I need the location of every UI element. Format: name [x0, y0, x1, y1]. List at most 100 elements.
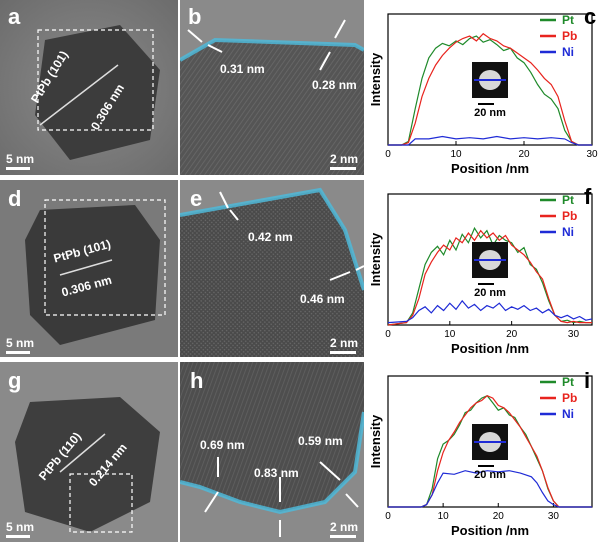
line-chart-f: 0 10 20 30 Position /nm Intensity Pt Pb Ni 20 nm [368, 193, 593, 356]
series-line-pb [388, 394, 592, 508]
x-tick-label: 10 [438, 511, 450, 522]
tem-panel-b: b 0.31 nm 0.28 nm 2 nm [180, 0, 364, 175]
nanoparticle [35, 25, 160, 160]
series-line-pt [388, 35, 592, 146]
legend-label-pt: Pt [562, 193, 574, 207]
legend-label-pb: Pb [562, 391, 577, 405]
scale-bar-line [330, 167, 356, 170]
x-tick-label: 0 [385, 149, 391, 160]
scale-bar-label: 5 nm [6, 152, 35, 166]
arrow-6 [345, 493, 359, 508]
panel-label-b: b [188, 4, 202, 29]
arrow-1 [187, 29, 203, 43]
plot-frame [387, 193, 593, 326]
tem-image-b [180, 0, 364, 175]
x-tick-label: 0 [385, 329, 391, 340]
legend-label-pb: Pb [562, 29, 577, 43]
measurement-3: 0.83 nm [254, 466, 299, 480]
legend-label-ni: Ni [562, 45, 574, 59]
y-axis-label: Intensity [368, 52, 383, 106]
tem-panel-g: g PtPb (110) 0.214 nm 5 nm [0, 362, 178, 542]
zoom-region-box [37, 29, 154, 131]
series-line-ni [388, 135, 592, 146]
arrow-4 [355, 265, 364, 271]
measurement-2: 0.28 nm [312, 78, 357, 92]
tem-panel-a: a PtPb (101) 0.306 nm 5 nm [0, 0, 178, 175]
x-axis-label: Position /nm [451, 161, 529, 176]
measurement-1: 0.31 nm [220, 62, 265, 76]
measurement-1: 0.42 nm [248, 230, 293, 244]
tem-panel-h: h 0.69 nm 0.59 nm 0.83 nm 2 nm [180, 362, 364, 542]
panel-label-e: e [190, 186, 203, 211]
legend-label-ni: Ni [562, 407, 574, 421]
x-tick-label: 30 [548, 511, 560, 522]
x-tick-label: 30 [586, 149, 598, 160]
scale-bar: 5 nm [6, 152, 34, 170]
scale-bar-line [330, 351, 356, 354]
panel-label-g: g [8, 368, 22, 393]
scale-bar: 2 nm [330, 152, 358, 170]
panel-label-a: a [8, 4, 21, 29]
y-axis-label: Intensity [368, 414, 383, 468]
scale-bar-label: 2 nm [330, 152, 359, 166]
line-chart-c: 0 10 20 30 Position /nm Intensity Pt Pb Ni 20 nm [368, 13, 598, 176]
series-line-pb [387, 229, 592, 326]
measurement-2: 0.59 nm [298, 434, 343, 448]
shell-outline [180, 411, 364, 515]
lattice-region [180, 40, 364, 175]
chart-panel-f: f 0 10 20 30 Position /nm Intensity Pt Pb Ni 20 n… [366, 180, 600, 360]
scale-bar: 2 nm [330, 520, 358, 538]
x-tick-label: 0 [385, 511, 391, 522]
scale-bar-line [330, 535, 356, 538]
x-tick-label: 20 [506, 329, 518, 340]
tem-panel-e: e 0.42 nm 0.46 nm 2 nm [180, 180, 364, 357]
scale-bar-line [6, 351, 30, 354]
scale-bar-line [6, 167, 30, 170]
zoom-region-box [69, 473, 133, 533]
series-line-pb [388, 32, 592, 146]
tem-image-a [0, 0, 178, 175]
arrow-5 [319, 461, 341, 481]
chart-panel-c: c 0 10 20 30 Position /nm Intensity Pt Pb Ni 20 n… [366, 0, 600, 180]
scale-bar-label: 2 nm [330, 336, 359, 350]
x-tick-label: 20 [518, 149, 530, 160]
panel-label-h: h [190, 368, 204, 393]
measurement-2: 0.46 nm [300, 292, 345, 306]
panel-label-d: d [8, 186, 22, 211]
plot-frame [387, 375, 593, 508]
tem-image-d [0, 180, 178, 357]
line-chart-i: 0 10 20 30 Position /nm Intensity Pt Pb Ni 20 nm [368, 375, 593, 538]
lattice-line [59, 433, 106, 473]
x-axis-label: Position /nm [451, 523, 529, 538]
scale-bar-line [6, 535, 30, 538]
arrow-2 [229, 209, 239, 221]
lattice-line [59, 259, 113, 276]
arrow-1 [219, 191, 229, 209]
x-tick-label: 10 [444, 329, 456, 340]
legend-label-pb: Pb [562, 209, 577, 223]
panel-label-c: c [584, 4, 597, 29]
y-axis-label: Intensity [368, 232, 383, 286]
lattice-region [180, 190, 364, 357]
legend-label-pt: Pt [562, 375, 574, 389]
inset-scale-label: 20 nm [474, 469, 506, 481]
scale-bar-label: 5 nm [6, 336, 35, 350]
x-axis-label: Position /nm [451, 341, 529, 356]
tem-image-h [180, 362, 364, 542]
shell-outline [180, 37, 364, 62]
lattice-region [180, 362, 364, 512]
panel-label-f: f [584, 184, 592, 209]
x-tick-label: 20 [493, 511, 505, 522]
arrow-3 [329, 271, 351, 281]
chart-panel-i: i 0 10 20 30 Position /nm Intensity Pt Pb Ni 20 n… [366, 362, 600, 542]
arrow-4 [319, 51, 331, 71]
arrow-2 [207, 44, 223, 53]
tem-panel-d: d PtPb (101) 0.306 nm 5 nm [0, 180, 178, 357]
inset-scale-label: 20 nm [474, 287, 506, 299]
scale-bar-label: 2 nm [330, 520, 359, 534]
series-line-ni [387, 299, 593, 324]
nanoparticle [25, 205, 160, 345]
scale-bar: 5 nm [6, 520, 34, 538]
tem-image-e [180, 180, 364, 357]
